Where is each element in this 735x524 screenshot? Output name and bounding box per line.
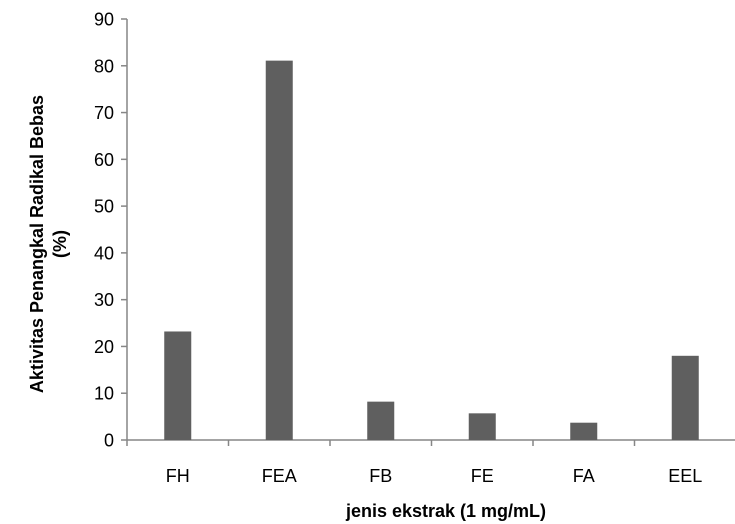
y-tick-label: 30	[94, 290, 114, 310]
x-tick-label: FB	[369, 466, 392, 486]
bars	[164, 60, 699, 440]
x-tick-label: FE	[471, 466, 494, 486]
bar-eel	[671, 355, 699, 440]
y-axis: 0 10 20 30 40 50 60 70 80 90	[94, 10, 128, 451]
bar-fh	[164, 331, 192, 440]
x-tick-label: FEA	[262, 466, 297, 486]
bar-fea	[265, 60, 293, 440]
y-tick-label: 70	[94, 103, 114, 123]
x-tick-label: FA	[573, 466, 595, 486]
y-axis-title-line-2: (%)	[50, 230, 70, 258]
bar-fa	[570, 422, 598, 440]
bar-fe	[468, 413, 496, 440]
y-tick-label: 0	[104, 431, 114, 451]
x-tick-label: FH	[166, 466, 190, 486]
y-tick-label: 80	[94, 56, 114, 76]
y-tick-label: 40	[94, 243, 114, 263]
y-tick-label: 50	[94, 197, 114, 217]
y-tick-label: 10	[94, 384, 114, 404]
x-axis: FH FEA FB FE FA EEL	[126, 439, 735, 486]
bar-fb	[367, 401, 395, 440]
x-axis-title: jenis ekstrak (1 mg/mL)	[345, 501, 546, 521]
y-tick-label: 60	[94, 150, 114, 170]
y-tick-label: 90	[94, 10, 114, 30]
y-tick-label: 20	[94, 337, 114, 357]
y-axis-title-line-1: Aktivitas Penangkal Radikal Bebas	[27, 95, 47, 393]
x-tick-label: EEL	[668, 466, 702, 486]
